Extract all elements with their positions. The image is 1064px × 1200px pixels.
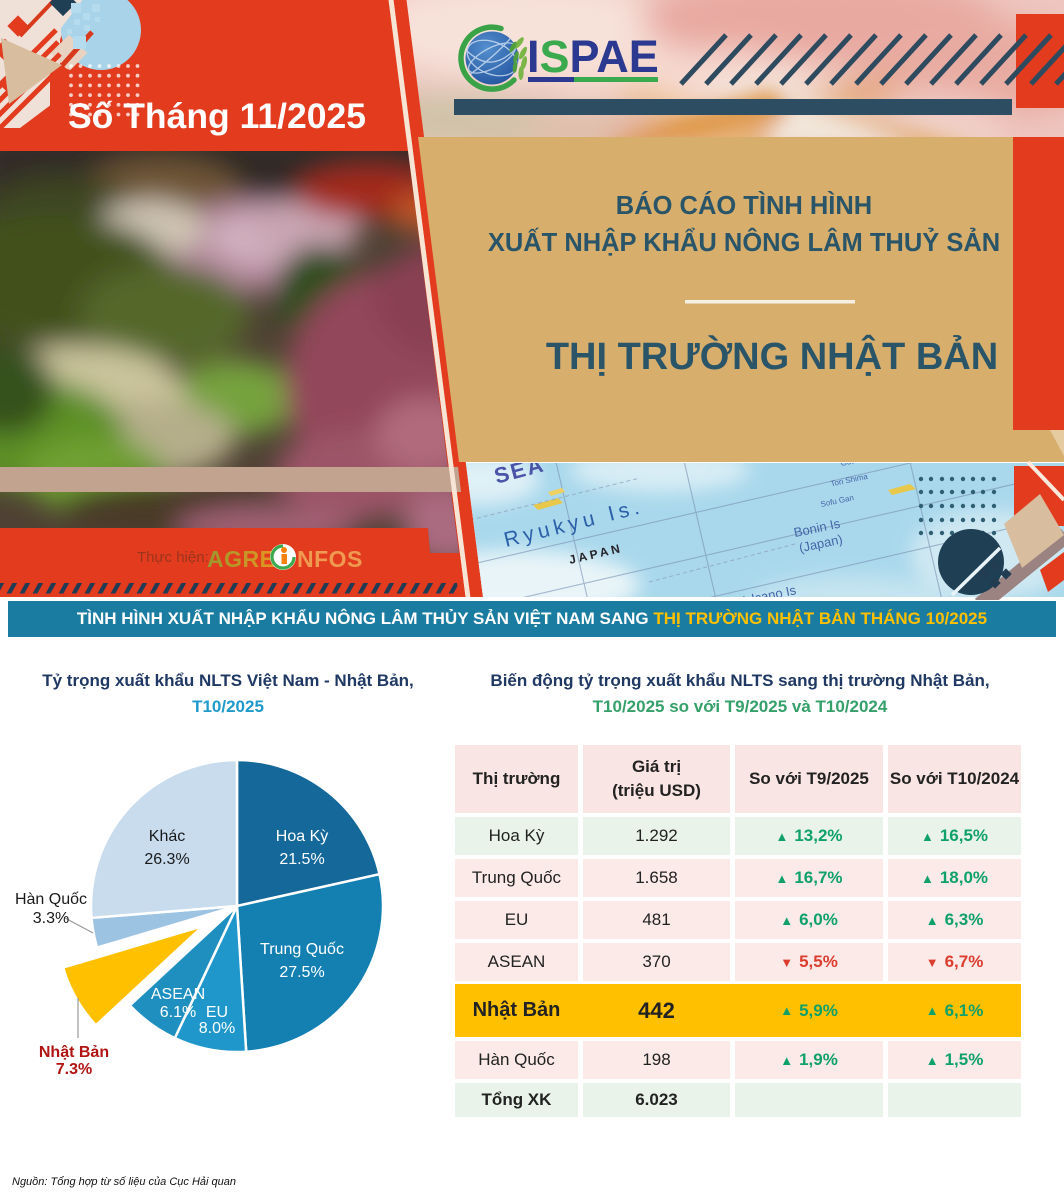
svg-text:7.3%: 7.3%: [56, 1061, 92, 1078]
svg-text:Khác: Khác: [149, 828, 185, 845]
svg-text:XUẤT NHẬP KHẨU NÔNG LÂM THUỶ S: XUẤT NHẬP KHẨU NÔNG LÂM THUỶ SẢN: [488, 227, 1000, 257]
svg-text:Số Tháng 11/2025: Số Tháng 11/2025: [68, 96, 366, 136]
svg-text:Thực hiện:: Thực hiện:: [137, 549, 209, 566]
svg-text:Nhật Bản: Nhật Bản: [39, 1044, 109, 1061]
svg-text:3.3%: 3.3%: [33, 910, 69, 927]
svg-text:26.3%: 26.3%: [144, 851, 189, 868]
svg-text:27.5%: 27.5%: [279, 964, 324, 981]
svg-text:6.1%: 6.1%: [160, 1004, 196, 1021]
svg-text:21.5%: 21.5%: [279, 851, 324, 868]
svg-text:EU: EU: [206, 1004, 228, 1021]
svg-text:THỊ TRƯỜNG NHẬT BẢN: THỊ TRƯỜNG NHẬT BẢN: [546, 334, 998, 378]
svg-text:ISPAE: ISPAE: [527, 31, 659, 82]
svg-text:Hàn Quốc: Hàn Quốc: [15, 891, 87, 908]
svg-text:AGRE: AGRE: [207, 546, 275, 572]
svg-text:NFOS: NFOS: [297, 546, 363, 572]
svg-text:8.0%: 8.0%: [199, 1020, 235, 1037]
svg-text:Trung Quốc: Trung Quốc: [260, 941, 344, 958]
svg-text:BÁO CÁO TÌNH HÌNH: BÁO CÁO TÌNH HÌNH: [616, 191, 872, 220]
svg-text:ASEAN: ASEAN: [151, 986, 205, 1003]
svg-text:Hoa Kỳ: Hoa Kỳ: [276, 828, 328, 845]
